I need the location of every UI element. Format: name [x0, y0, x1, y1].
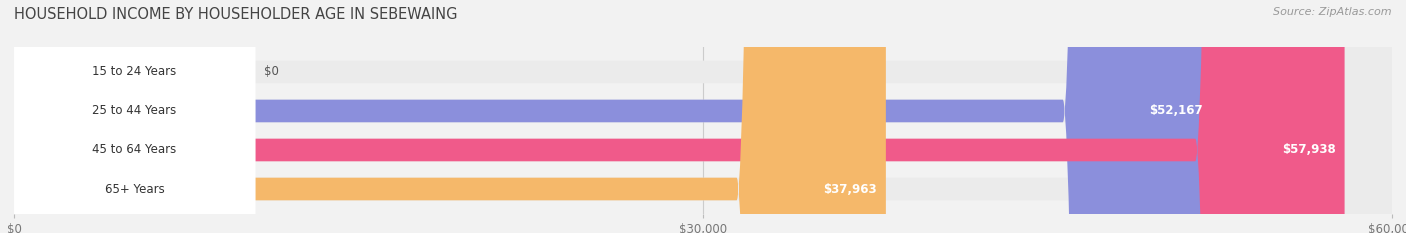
FancyBboxPatch shape [14, 0, 256, 233]
Text: 45 to 64 Years: 45 to 64 Years [93, 144, 177, 157]
FancyBboxPatch shape [14, 0, 256, 233]
Text: 65+ Years: 65+ Years [105, 182, 165, 195]
FancyBboxPatch shape [14, 0, 1344, 233]
Text: 15 to 24 Years: 15 to 24 Years [93, 65, 177, 79]
FancyBboxPatch shape [14, 0, 256, 233]
Text: HOUSEHOLD INCOME BY HOUSEHOLDER AGE IN SEBEWAING: HOUSEHOLD INCOME BY HOUSEHOLDER AGE IN S… [14, 7, 457, 22]
Text: $52,167: $52,167 [1149, 104, 1204, 117]
FancyBboxPatch shape [14, 0, 886, 233]
FancyBboxPatch shape [14, 0, 1392, 233]
FancyBboxPatch shape [14, 0, 1392, 233]
Text: $37,963: $37,963 [823, 182, 877, 195]
Text: Source: ZipAtlas.com: Source: ZipAtlas.com [1274, 7, 1392, 17]
FancyBboxPatch shape [14, 0, 1392, 233]
Text: 25 to 44 Years: 25 to 44 Years [93, 104, 177, 117]
FancyBboxPatch shape [14, 0, 1392, 233]
Text: $0: $0 [264, 65, 280, 79]
Text: $57,938: $57,938 [1282, 144, 1336, 157]
FancyBboxPatch shape [14, 0, 1212, 233]
FancyBboxPatch shape [14, 0, 256, 233]
